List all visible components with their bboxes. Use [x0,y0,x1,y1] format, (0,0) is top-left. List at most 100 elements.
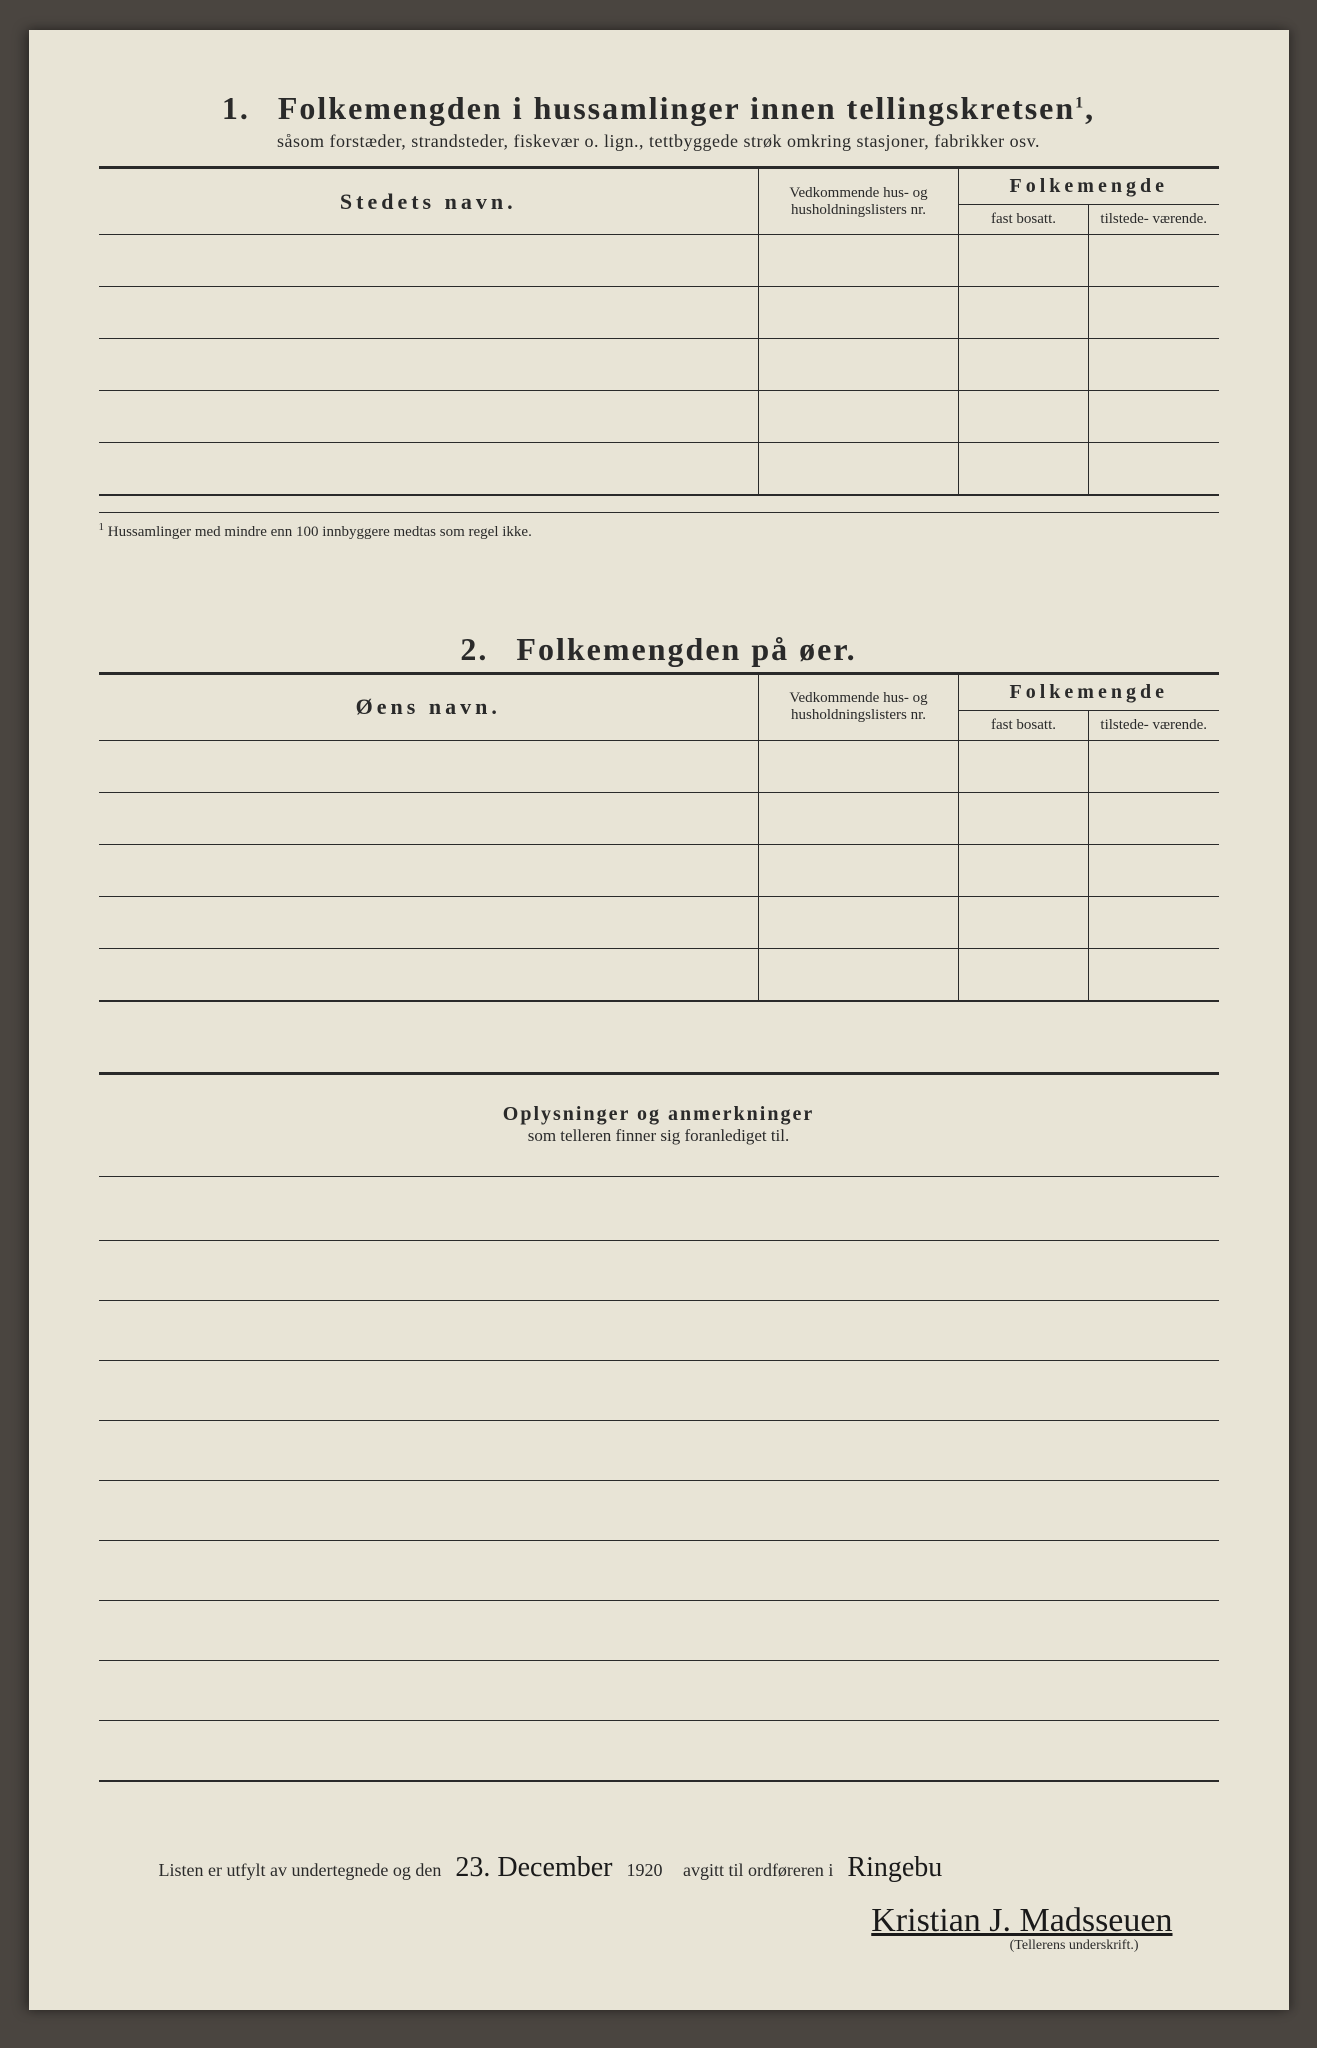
table-cell [759,339,959,391]
table-cell [759,949,959,1001]
table-cell [959,235,1089,287]
table-oer: Øens navn. Vedkommende hus- og husholdni… [99,672,1219,1002]
oplysninger-subtitle: som telleren finner sig foranlediget til… [99,1126,1219,1146]
ruled-line [99,1421,1219,1481]
sig-name: Kristian J. Madsseuen [865,1902,1178,1939]
sig-prefix: Listen er utfylt av undertegnede og den [159,1860,442,1881]
table-cell [959,793,1089,845]
sig-place: Ringebu [841,1852,948,1884]
document-page: 1. Folkemengden i hussamlinger innen tel… [29,30,1289,2010]
table-cell [759,897,959,949]
table-cell [99,897,759,949]
table-row [99,793,1219,845]
col-folkemengde-2: Folkemengde [959,673,1219,710]
table-row [99,339,1219,391]
section-1-title: 1. Folkemengden i hussamlinger innen tel… [99,90,1219,127]
table-cell [1089,845,1219,897]
sig-date: 23. December [449,1852,618,1884]
table-cell [959,391,1089,443]
ruled-lines: Oplysninger og anmerkninger som telleren… [99,1072,1219,1782]
table-cell [759,741,959,793]
table-row [99,897,1219,949]
footnote-text: Hussamlinger med mindre enn 100 innbygge… [108,524,532,540]
table-cell [759,443,959,495]
table-cell [959,949,1089,1001]
table-cell [1089,443,1219,495]
table-cell [99,443,759,495]
table-cell [1089,391,1219,443]
ruled-body [99,1177,1219,1781]
table-cell [1089,793,1219,845]
sig-caption: (Tellerens underskrift.) [99,1938,1219,1954]
table-cell [99,287,759,339]
col-stedets-navn: Stedets navn. [99,168,759,235]
ruled-line [99,1481,1219,1541]
col-fast-bosatt: fast bosatt. [959,205,1089,235]
ruled-line [99,1301,1219,1361]
table-cell [959,845,1089,897]
table-cell [959,287,1089,339]
table-cell [99,391,759,443]
col-tilstede: tilstede- værende. [1089,205,1219,235]
table-cell [759,845,959,897]
table-2-body [99,741,1219,1001]
sig-middle: avgitt til ordføreren i [683,1860,833,1881]
section-1: 1. Folkemengden i hussamlinger innen tel… [99,90,1219,541]
table-cell [1089,339,1219,391]
table-cell [959,741,1089,793]
section-1-number: 1. [222,90,250,126]
signature-line: Listen er utfylt av undertegnede og den … [99,1852,1219,1884]
table-cell [959,339,1089,391]
section-1-sup: 1 [1075,94,1085,111]
section-1-title-text: Folkemengden i hussamlinger innen tellin… [278,90,1075,126]
table-row [99,391,1219,443]
section-2-title-text: Folkemengden på øer. [516,631,856,667]
table-cell [759,391,959,443]
table-cell [1089,741,1219,793]
table-cell [99,793,759,845]
table-1-body [99,235,1219,495]
signature-block: Listen er utfylt av undertegnede og den … [99,1852,1219,1954]
table-cell [99,339,759,391]
oplysninger-title: Oplysninger og anmerkninger [99,1103,1219,1126]
section-1-subtitle: såsom forstæder, strandsteder, fiskevær … [99,131,1219,152]
footnote-1: 1 Hussamlinger med mindre enn 100 innbyg… [99,512,1219,541]
table-cell [99,741,759,793]
col-fast-bosatt-2: fast bosatt. [959,710,1089,740]
col-lister-nr: Vedkommende hus- og husholdningslisters … [759,168,959,235]
table-cell [99,949,759,1001]
ruled-line [99,1601,1219,1661]
table-cell [99,845,759,897]
table-cell [1089,949,1219,1001]
table-cell [759,287,959,339]
ruled-line [99,1661,1219,1721]
ruled-line [99,1541,1219,1601]
ruled-title-line: Oplysninger og anmerkninger som telleren… [99,1075,1219,1177]
table-row [99,741,1219,793]
table-row [99,235,1219,287]
col-lister-nr-2: Vedkommende hus- og husholdningslisters … [759,673,959,740]
ruled-line [99,1721,1219,1781]
table-row [99,287,1219,339]
section-2-title: 2. Folkemengden på øer. [99,631,1219,668]
section-2-number: 2. [460,631,488,667]
table-row [99,949,1219,1001]
table-cell [959,443,1089,495]
col-folkemengde: Folkemengde [959,168,1219,205]
table-row [99,443,1219,495]
table-row [99,845,1219,897]
table-cell [759,235,959,287]
col-tilstede-2: tilstede- værende. [1089,710,1219,740]
table-cell [1089,897,1219,949]
ruled-line [99,1241,1219,1301]
table-cell [1089,287,1219,339]
footnote-marker: 1 [99,521,105,533]
col-oens-navn: Øens navn. [99,673,759,740]
table-cell [1089,235,1219,287]
sig-name-line: Kristian J. Madsseuen [99,1902,1219,1940]
ruled-line [99,1177,1219,1241]
table-cell [99,235,759,287]
section-3: Oplysninger og anmerkninger som telleren… [99,1072,1219,1782]
sig-year: 1920 [626,1860,662,1881]
table-cell [959,897,1089,949]
